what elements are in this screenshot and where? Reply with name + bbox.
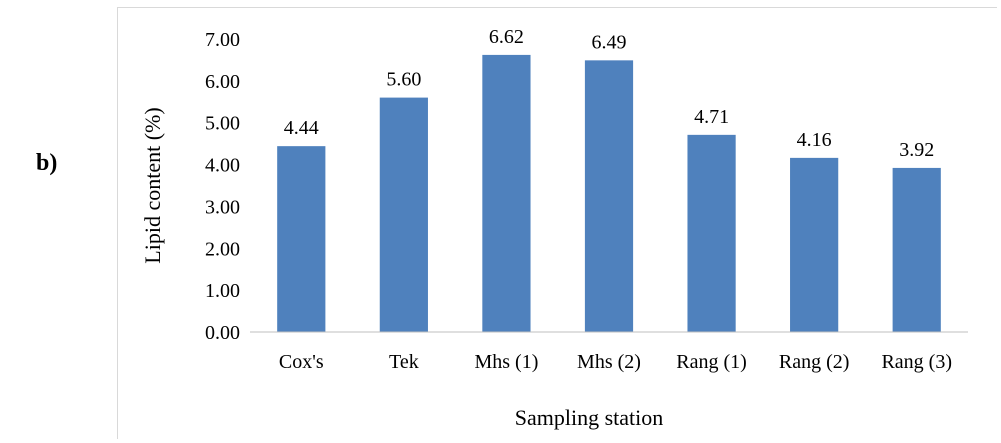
y-tick-label: 4.00: [205, 155, 240, 177]
x-tick-label: Tek: [389, 351, 419, 373]
data-label: 6.49: [592, 31, 627, 53]
x-tick-label: Mhs (1): [474, 351, 538, 373]
data-label: 4.71: [694, 106, 729, 128]
bar: [892, 167, 941, 332]
data-label: 4.44: [284, 117, 319, 139]
y-tick-label: 1.00: [205, 280, 240, 302]
bar: [687, 134, 736, 332]
chart-frame: [117, 7, 997, 439]
x-axis: Cox's Tek Mhs (1) Mhs (2) Rang (1) Rang (2) Ra…: [279, 351, 952, 373]
data-label: 4.16: [797, 129, 832, 151]
y-axis: 0.00 1.00 2.00 3.00 4.00 5.00 6.00 7.00: [205, 29, 240, 344]
data-label: 5.60: [386, 69, 421, 91]
bar: [584, 60, 634, 333]
data-labels: 4.44 5.60 6.62 6.49 4.71 4.16 3.92: [284, 26, 934, 161]
y-axis-title: Lipid content (%): [140, 107, 165, 263]
bar: [482, 54, 531, 333]
panel-label: b): [36, 150, 58, 176]
bar: [277, 146, 326, 332]
data-label: 6.62: [489, 26, 524, 48]
y-tick-label: 5.00: [205, 113, 240, 135]
bars: [277, 54, 941, 333]
y-tick-label: 2.00: [205, 238, 240, 260]
x-tick-label: Rang (2): [779, 351, 850, 373]
x-axis-title: Sampling station: [515, 405, 664, 430]
bar: [790, 157, 839, 332]
x-tick-label: Cox's: [279, 351, 324, 373]
y-tick-label: 7.00: [205, 29, 240, 51]
y-tick-label: 6.00: [205, 71, 240, 93]
y-tick-label: 3.00: [205, 196, 240, 218]
data-label: 3.92: [899, 139, 934, 161]
x-tick-label: Mhs (2): [577, 351, 641, 373]
y-tick-label: 0.00: [205, 322, 240, 344]
x-tick-label: Rang (1): [676, 351, 747, 373]
x-tick-label: Rang (3): [881, 351, 952, 373]
bar: [379, 97, 428, 332]
